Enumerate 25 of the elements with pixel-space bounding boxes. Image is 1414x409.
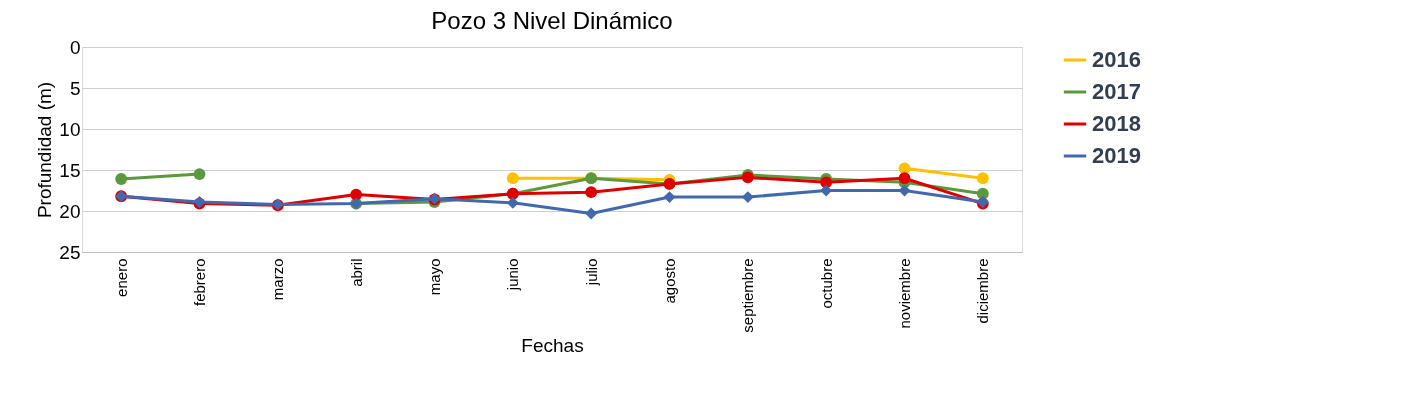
x-tick-label: julio: [582, 258, 600, 287]
y-tick-label: 10: [59, 118, 81, 140]
legend-label: 2016: [1092, 47, 1141, 72]
y-tick-label: 15: [59, 159, 81, 181]
x-tick-label: octubre: [817, 258, 835, 309]
legend-label: 2019: [1092, 143, 1141, 168]
legend-label: 2017: [1092, 79, 1141, 104]
y-tick-label: 5: [69, 77, 81, 99]
x-tick-label: junio: [504, 258, 522, 292]
x-tick-label: febrero: [191, 258, 208, 307]
legend-label: 2018: [1092, 111, 1141, 136]
x-tick-label: agosto: [661, 258, 678, 304]
x-tick-label: septiembre: [739, 258, 757, 333]
x-axis-title: Fechas: [521, 334, 584, 356]
x-tick-label: mayo: [426, 258, 443, 296]
y-axis-title: Profundidad (m): [34, 81, 56, 219]
x-tick-label: abril: [347, 258, 365, 287]
y-tick-label: 25: [59, 241, 81, 263]
chart-title: Pozo 3 Nivel Dinámico: [431, 7, 673, 34]
y-tick-label: 20: [59, 200, 81, 222]
x-tick-label: marzo: [269, 258, 287, 301]
y-tick-label: 0: [69, 36, 81, 58]
x-tick-label: noviembre: [896, 258, 913, 329]
x-tick-label: enero: [112, 258, 130, 297]
x-tick-label: diciembre: [974, 258, 992, 324]
